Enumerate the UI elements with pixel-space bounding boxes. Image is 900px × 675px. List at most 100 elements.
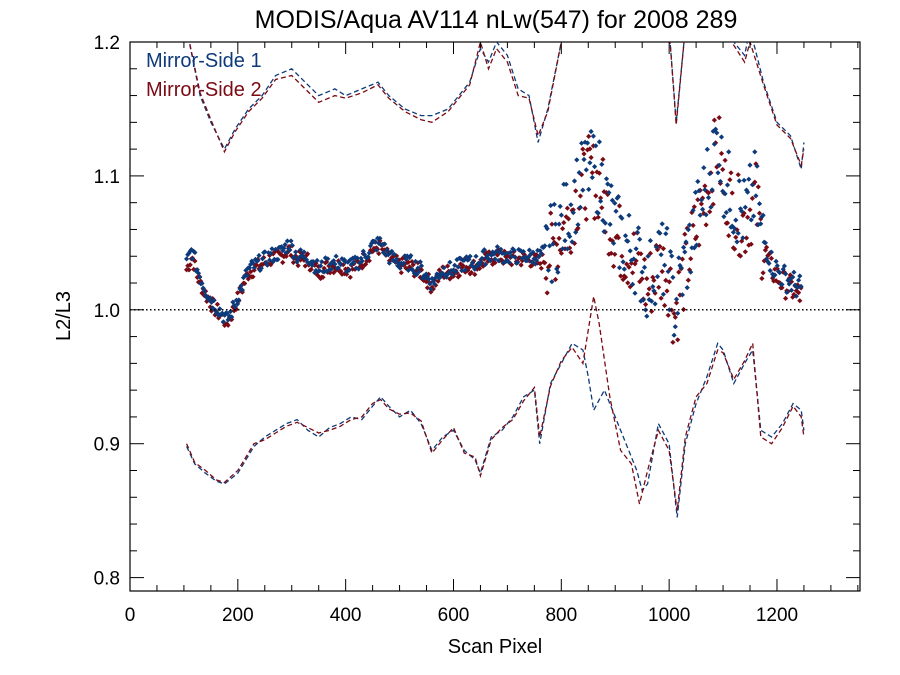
series-2-point: [517, 255, 523, 261]
series-2-point: [682, 231, 688, 237]
series-1-point: [512, 254, 518, 260]
series-1-point: [702, 187, 708, 193]
series-1-point: [785, 277, 791, 283]
series-1-point: [613, 208, 619, 214]
series-2-point: [733, 234, 739, 240]
series-1-point: [481, 247, 487, 253]
series-1-point: [264, 262, 270, 268]
series-1-point: [569, 239, 575, 245]
series-1-point: [284, 238, 290, 244]
series-2-point: [657, 243, 663, 250]
series-2-point: [705, 190, 712, 196]
series-1-point: [768, 249, 774, 255]
series-1-point: [416, 269, 422, 275]
series-1-point: [616, 265, 623, 271]
series-2-point: [581, 151, 587, 157]
series-1-point: [673, 296, 680, 302]
series-1-point: [529, 259, 535, 265]
series-1-point: [316, 268, 323, 274]
series-2-point: [703, 222, 709, 228]
series-2-point: [658, 295, 664, 301]
series-2-point: [746, 242, 752, 248]
series-1-point: [686, 222, 693, 228]
series-2-point: [631, 231, 637, 237]
series-2-point: [592, 215, 598, 222]
series-1-point: [723, 209, 729, 216]
series-1-point: [746, 176, 752, 182]
series-1-point: [796, 277, 802, 283]
series-1-point: [532, 261, 538, 267]
series-2-point: [790, 294, 796, 300]
series-2-point: [568, 249, 574, 256]
series-2-point: [222, 322, 228, 328]
series-1-point: [611, 240, 617, 246]
series-1-point: [583, 167, 589, 173]
series-1-point: [770, 271, 776, 277]
series-1-point: [250, 260, 256, 266]
series-1-point: [654, 274, 661, 280]
series-2-point: [618, 273, 624, 279]
series-1-point: [405, 267, 411, 273]
series-1-point: [589, 174, 595, 181]
series-2-point: [774, 266, 780, 272]
series-2-point: [643, 301, 649, 308]
series-2-point: [548, 210, 554, 216]
series-2-point: [485, 258, 491, 264]
series-1-point: [764, 256, 770, 262]
series-1-point: [312, 270, 318, 276]
series-2-point: [702, 183, 708, 189]
series-1-point: [660, 291, 666, 297]
series-1-upper-band: [188, 42, 805, 170]
series-2-point: [615, 235, 621, 241]
series-1-point: [714, 130, 720, 136]
series-2-point: [529, 263, 535, 269]
series-2-point: [570, 207, 576, 213]
series-1-point: [754, 163, 760, 169]
series-2-point: [394, 253, 400, 259]
series-1-point: [303, 257, 309, 263]
series-1-point: [721, 214, 727, 220]
series-1-point: [773, 258, 779, 264]
series-1-point: [275, 256, 281, 263]
series-2-point: [242, 280, 248, 287]
series-1-point: [691, 245, 697, 251]
series-2-point: [341, 271, 347, 277]
x-tick-label: 0: [125, 605, 136, 626]
series-1-point: [424, 274, 430, 280]
series-1-point: [790, 274, 796, 280]
legend: Mirror-Side 1 Mirror-Side 2: [146, 50, 262, 101]
series-1-point: [442, 272, 448, 278]
series-1-point: [201, 288, 207, 294]
series-1-point: [615, 194, 621, 200]
series-2-point: [547, 263, 553, 269]
series-2-point: [646, 286, 652, 292]
series-1-point: [779, 281, 785, 288]
series-1-point: [678, 265, 684, 271]
series-1-point: [645, 253, 651, 259]
series-1-point: [688, 269, 694, 275]
series-1-point: [765, 259, 771, 265]
series-1-point: [421, 273, 427, 279]
series-1-point: [562, 238, 568, 244]
series-2-point: [645, 291, 651, 297]
series-1-point: [735, 230, 741, 236]
series-1-point: [652, 301, 658, 307]
series-2-point: [565, 216, 572, 222]
series-1-point: [360, 248, 366, 254]
series-2-point: [555, 264, 561, 270]
series-1-point: [203, 292, 209, 298]
series-2-point: [695, 197, 701, 203]
series-2-point: [363, 261, 369, 267]
series-1-point: [538, 251, 544, 257]
series-2-point: [722, 157, 728, 163]
series-2-point: [276, 250, 282, 256]
series-1-point: [639, 269, 645, 275]
series-1-point: [257, 267, 263, 273]
series-2-point: [379, 246, 385, 252]
series-2-point: [428, 289, 434, 295]
series-2-point: [544, 290, 550, 296]
series-1-point: [658, 252, 664, 258]
series-2-point: [599, 205, 605, 211]
series-1-point: [707, 171, 713, 177]
series-2-point: [580, 146, 586, 152]
